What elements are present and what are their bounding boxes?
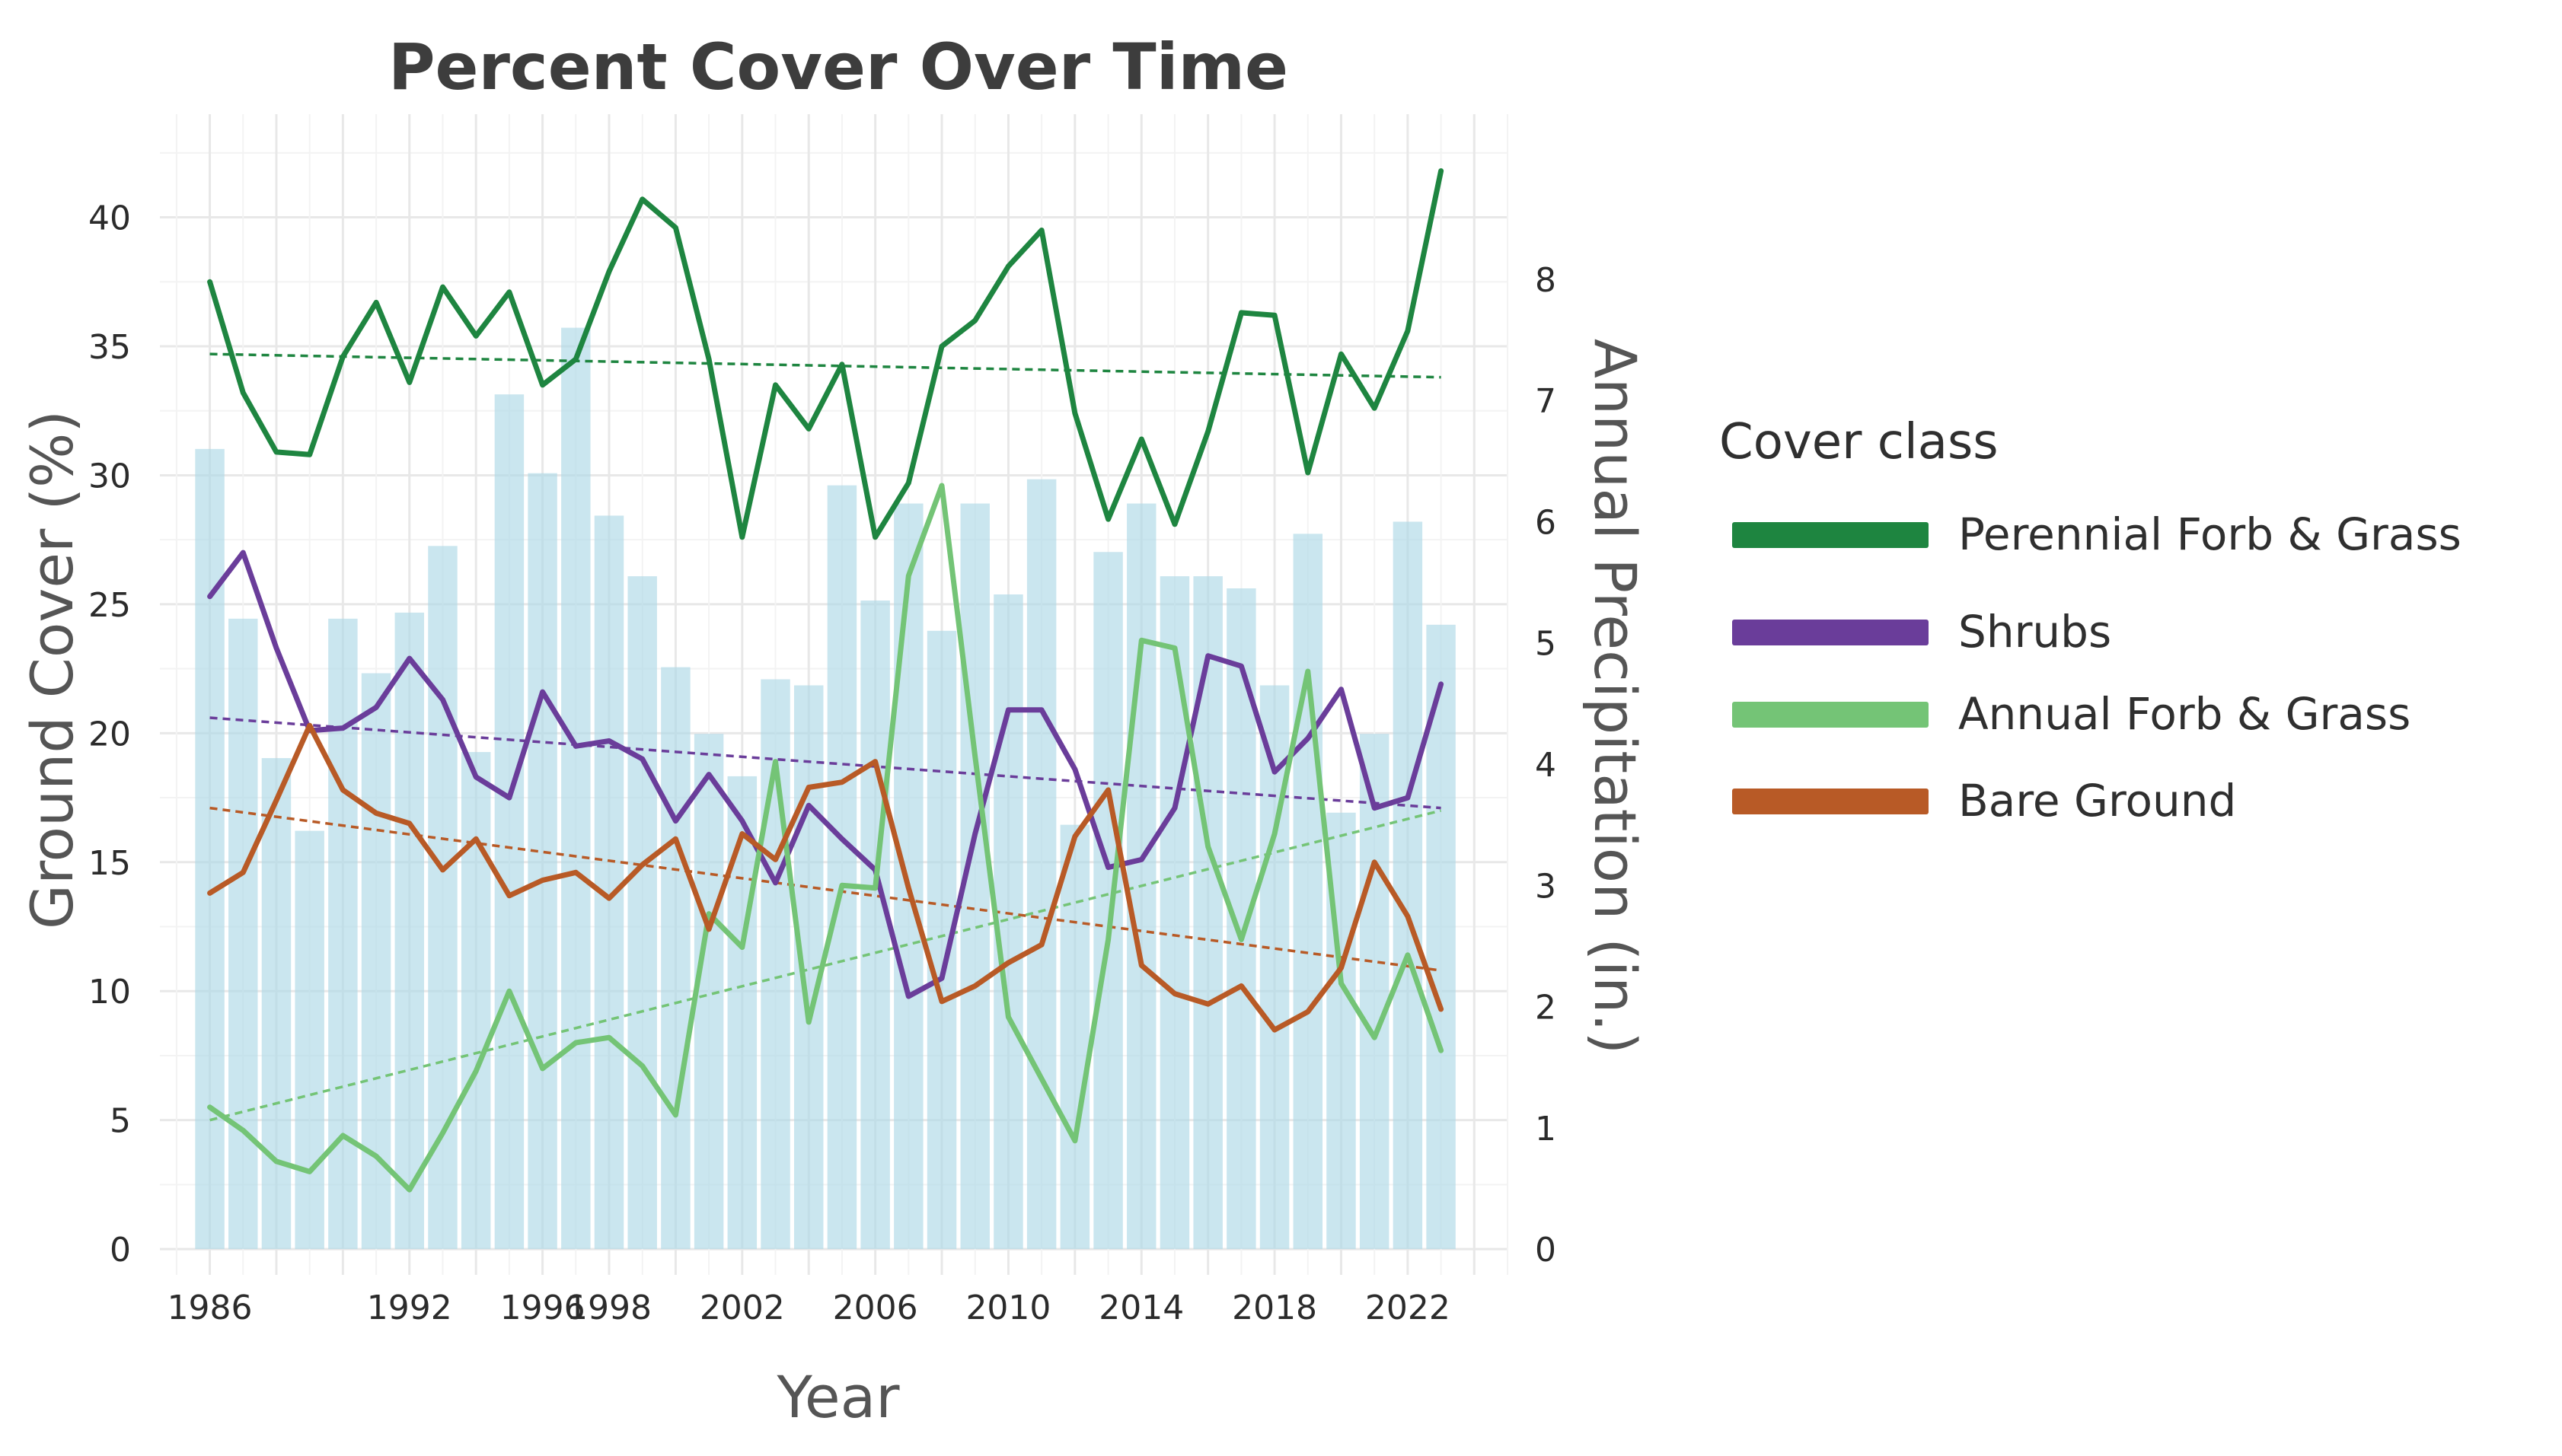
precipitation-bar-2000 [661, 667, 691, 1250]
trend-lines [209, 352, 1442, 1122]
legend-label-perennial-forb-grass: Perennial Forb & Grass [1958, 508, 2461, 560]
series-lines [207, 168, 1444, 1193]
precipitation-bar-2015 [1160, 576, 1190, 1250]
x-tick-label: 1998 [566, 1289, 652, 1327]
legend-key-perennial-forb-grass [1732, 522, 1929, 548]
precipitation-bar-2016 [1193, 576, 1223, 1250]
precipitation-bar-2022 [1393, 521, 1423, 1250]
chart-title: Percent Cover Over Time [388, 30, 1288, 104]
y-tick-label: 40 [88, 199, 131, 238]
y-tick-label: 35 [88, 328, 131, 367]
x-tick-label: 2022 [1365, 1289, 1450, 1327]
precipitation-bar-1992 [394, 612, 425, 1250]
series-line-perennial-forb-grass [207, 168, 1444, 540]
legend-key-annual-forb-grass [1732, 702, 1929, 728]
trend-line-perennial-forb-grass [209, 352, 1441, 379]
precipitation-bars [195, 327, 1456, 1250]
precipitation-bar-2002 [727, 776, 758, 1250]
series-line-shrubs [207, 550, 1444, 999]
precipitation-bar-1988 [261, 758, 292, 1250]
precipitation-bar-2014 [1127, 503, 1157, 1250]
y2-tick-label: 4 [1535, 746, 1556, 785]
y2-tick-label: 8 [1535, 261, 1556, 300]
legend-label-bare-ground: Bare Ground [1958, 775, 2236, 827]
y2-tick-label: 5 [1535, 625, 1556, 664]
y-tick-label: 0 [110, 1231, 131, 1270]
precipitation-bar-1990 [328, 618, 358, 1250]
legend: Cover class Perennial Forb & Grass Shrubs… [1719, 414, 2461, 827]
precipitation-bar-1989 [295, 830, 324, 1250]
y2-tick-label: 0 [1535, 1231, 1556, 1270]
x-tick-label: 2010 [965, 1289, 1051, 1327]
precipitation-bar-2005 [827, 485, 857, 1250]
precipitation-bar-1997 [561, 327, 591, 1250]
precipitation-bar-2012 [1060, 824, 1090, 1250]
y-tick-label: 20 [88, 715, 131, 753]
x-tick-label: 2002 [700, 1289, 785, 1327]
series-line-annual-forb-grass [207, 483, 1444, 1193]
x-tick-label: 1996 [500, 1289, 585, 1327]
precipitation-bar-1993 [428, 546, 458, 1250]
x-tick-label: 1986 [168, 1289, 253, 1327]
y-tick-label: 30 [88, 457, 131, 495]
y2-axis-title: Annual Precipitation (in.) [1581, 339, 1649, 1054]
y2-tick-label: 7 [1535, 382, 1556, 421]
tick-labels: 0 5 10 15 20 25 30 35 40 0 1 2 3 4 5 6 7 8 1986 1992 1996199… [88, 199, 1556, 1327]
y2-tick-label: 2 [1535, 989, 1556, 1027]
precipitation-bar-2013 [1093, 552, 1123, 1250]
legend-title: Cover class [1719, 414, 1999, 470]
precipitation-bar-1994 [461, 752, 491, 1250]
precipitation-bar-2023 [1426, 624, 1456, 1250]
x-axis-title: Year [777, 1363, 901, 1431]
legend-label-annual-forb-grass: Annual Forb & Grass [1958, 688, 2410, 740]
series-line-bare-ground [207, 722, 1444, 1033]
precipitation-bar-1998 [594, 515, 624, 1250]
y-tick-label: 5 [110, 1102, 131, 1141]
legend-key-bare-ground [1732, 789, 1929, 814]
precipitation-bar-2007 [894, 503, 924, 1250]
trend-line-shrubs [209, 716, 1441, 810]
precipitation-bar-1991 [361, 673, 391, 1250]
precipitation-bar-2021 [1359, 734, 1389, 1250]
precipitation-bar-2019 [1293, 534, 1323, 1250]
legend-items: Perennial Forb & Grass Shrubs Annual Forb … [1732, 508, 2461, 827]
y-tick-label: 10 [88, 973, 131, 1012]
x-tick-label: 2006 [833, 1289, 918, 1327]
precipitation-bar-1999 [627, 576, 657, 1250]
y2-tick-label: 1 [1535, 1110, 1556, 1149]
x-tick-label: 2014 [1099, 1289, 1184, 1327]
precipitation-bar-1996 [528, 473, 557, 1250]
y-tick-label: 25 [88, 586, 131, 625]
y-axis-title: Ground Cover (%) [18, 410, 86, 929]
legend-label-shrubs: Shrubs [1958, 606, 2111, 658]
y2-tick-label: 6 [1535, 503, 1556, 542]
precipitation-bar-1986 [195, 448, 225, 1250]
precipitation-bar-2006 [860, 600, 890, 1250]
trend-line-annual-forb-grass [209, 809, 1442, 1122]
precipitation-bar-2011 [1026, 479, 1057, 1250]
y-tick-label: 15 [88, 844, 131, 883]
precipitation-bar-1987 [228, 618, 258, 1250]
precipitation-bar-1995 [494, 394, 525, 1250]
x-tick-label: 2018 [1232, 1289, 1317, 1327]
x-tick-label: 1992 [367, 1289, 452, 1327]
legend-key-shrubs [1732, 620, 1929, 645]
y2-tick-label: 3 [1535, 867, 1556, 906]
